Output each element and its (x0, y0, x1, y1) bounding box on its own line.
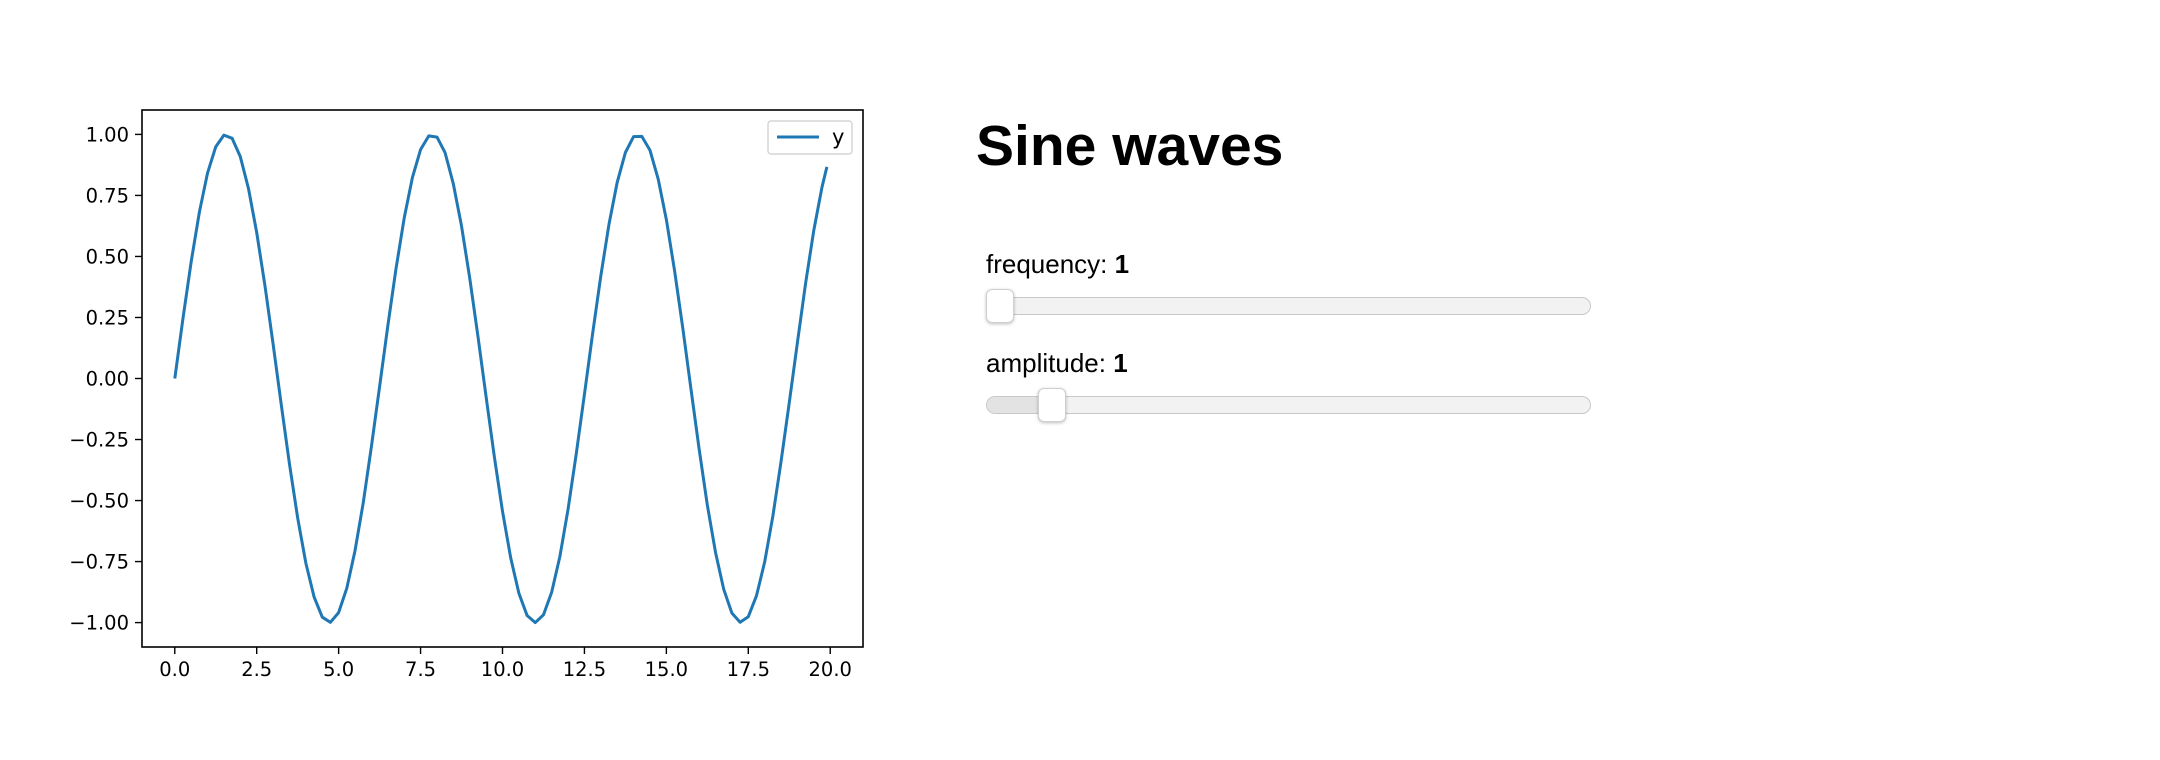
x-tick-label: 12.5 (563, 658, 606, 681)
amplitude-slider-fill (987, 397, 1053, 413)
amplitude-value: 1 (1113, 348, 1128, 378)
amplitude-slider-thumb[interactable] (1037, 388, 1066, 422)
y-tick-label: 0.00 (86, 368, 129, 391)
page-title: Sine waves (976, 114, 1284, 178)
amplitude-label-text: amplitude: (986, 348, 1106, 378)
y-tick-label: 0.75 (86, 184, 129, 207)
x-tick-label: 5.0 (323, 658, 354, 681)
x-tick-label: 2.5 (241, 658, 272, 681)
chart-area: 0.0 2.5 5.0 7.5 10.0 12.5 15.0 17.5 20.0 1.00 0.7… (0, 0, 900, 760)
x-tick-label: 15.0 (645, 658, 688, 681)
series-line-y (173, 133, 829, 625)
x-tick-label: 10.0 (481, 658, 524, 681)
frequency-label-text: frequency: (986, 249, 1108, 279)
frequency-slider-thumb[interactable] (986, 289, 1014, 323)
frequency-slider[interactable] (986, 289, 1591, 323)
legend: y (767, 120, 853, 155)
y-tick-label: −0.50 (69, 490, 129, 513)
x-tick-label: 20.0 (809, 658, 852, 681)
controls-panel: Sine waves frequency: 1 amplitude: 1 (976, 0, 1776, 760)
amplitude-slider[interactable] (986, 388, 1591, 422)
legend-label: y (832, 125, 844, 149)
y-tick-label: −0.75 (69, 551, 129, 574)
x-tick-label: 17.5 (727, 658, 770, 681)
y-tick-label: −0.25 (69, 429, 129, 452)
x-tick-label: 7.5 (405, 658, 436, 681)
frequency-value: 1 (1114, 249, 1130, 279)
x-tick-label: 0.0 (159, 658, 190, 681)
amplitude-label: amplitude: 1 (986, 347, 1128, 379)
sine-wave-chart: 0.0 2.5 5.0 7.5 10.0 12.5 15.0 17.5 20.0 1.00 0.7… (69, 109, 864, 681)
y-tick-label: 1.00 (86, 123, 129, 146)
y-tick-label: 0.25 (86, 306, 129, 329)
y-tick-label: 0.50 (86, 245, 129, 268)
frequency-label: frequency: 1 (986, 248, 1129, 280)
y-tick-label: −1.00 (69, 612, 129, 635)
